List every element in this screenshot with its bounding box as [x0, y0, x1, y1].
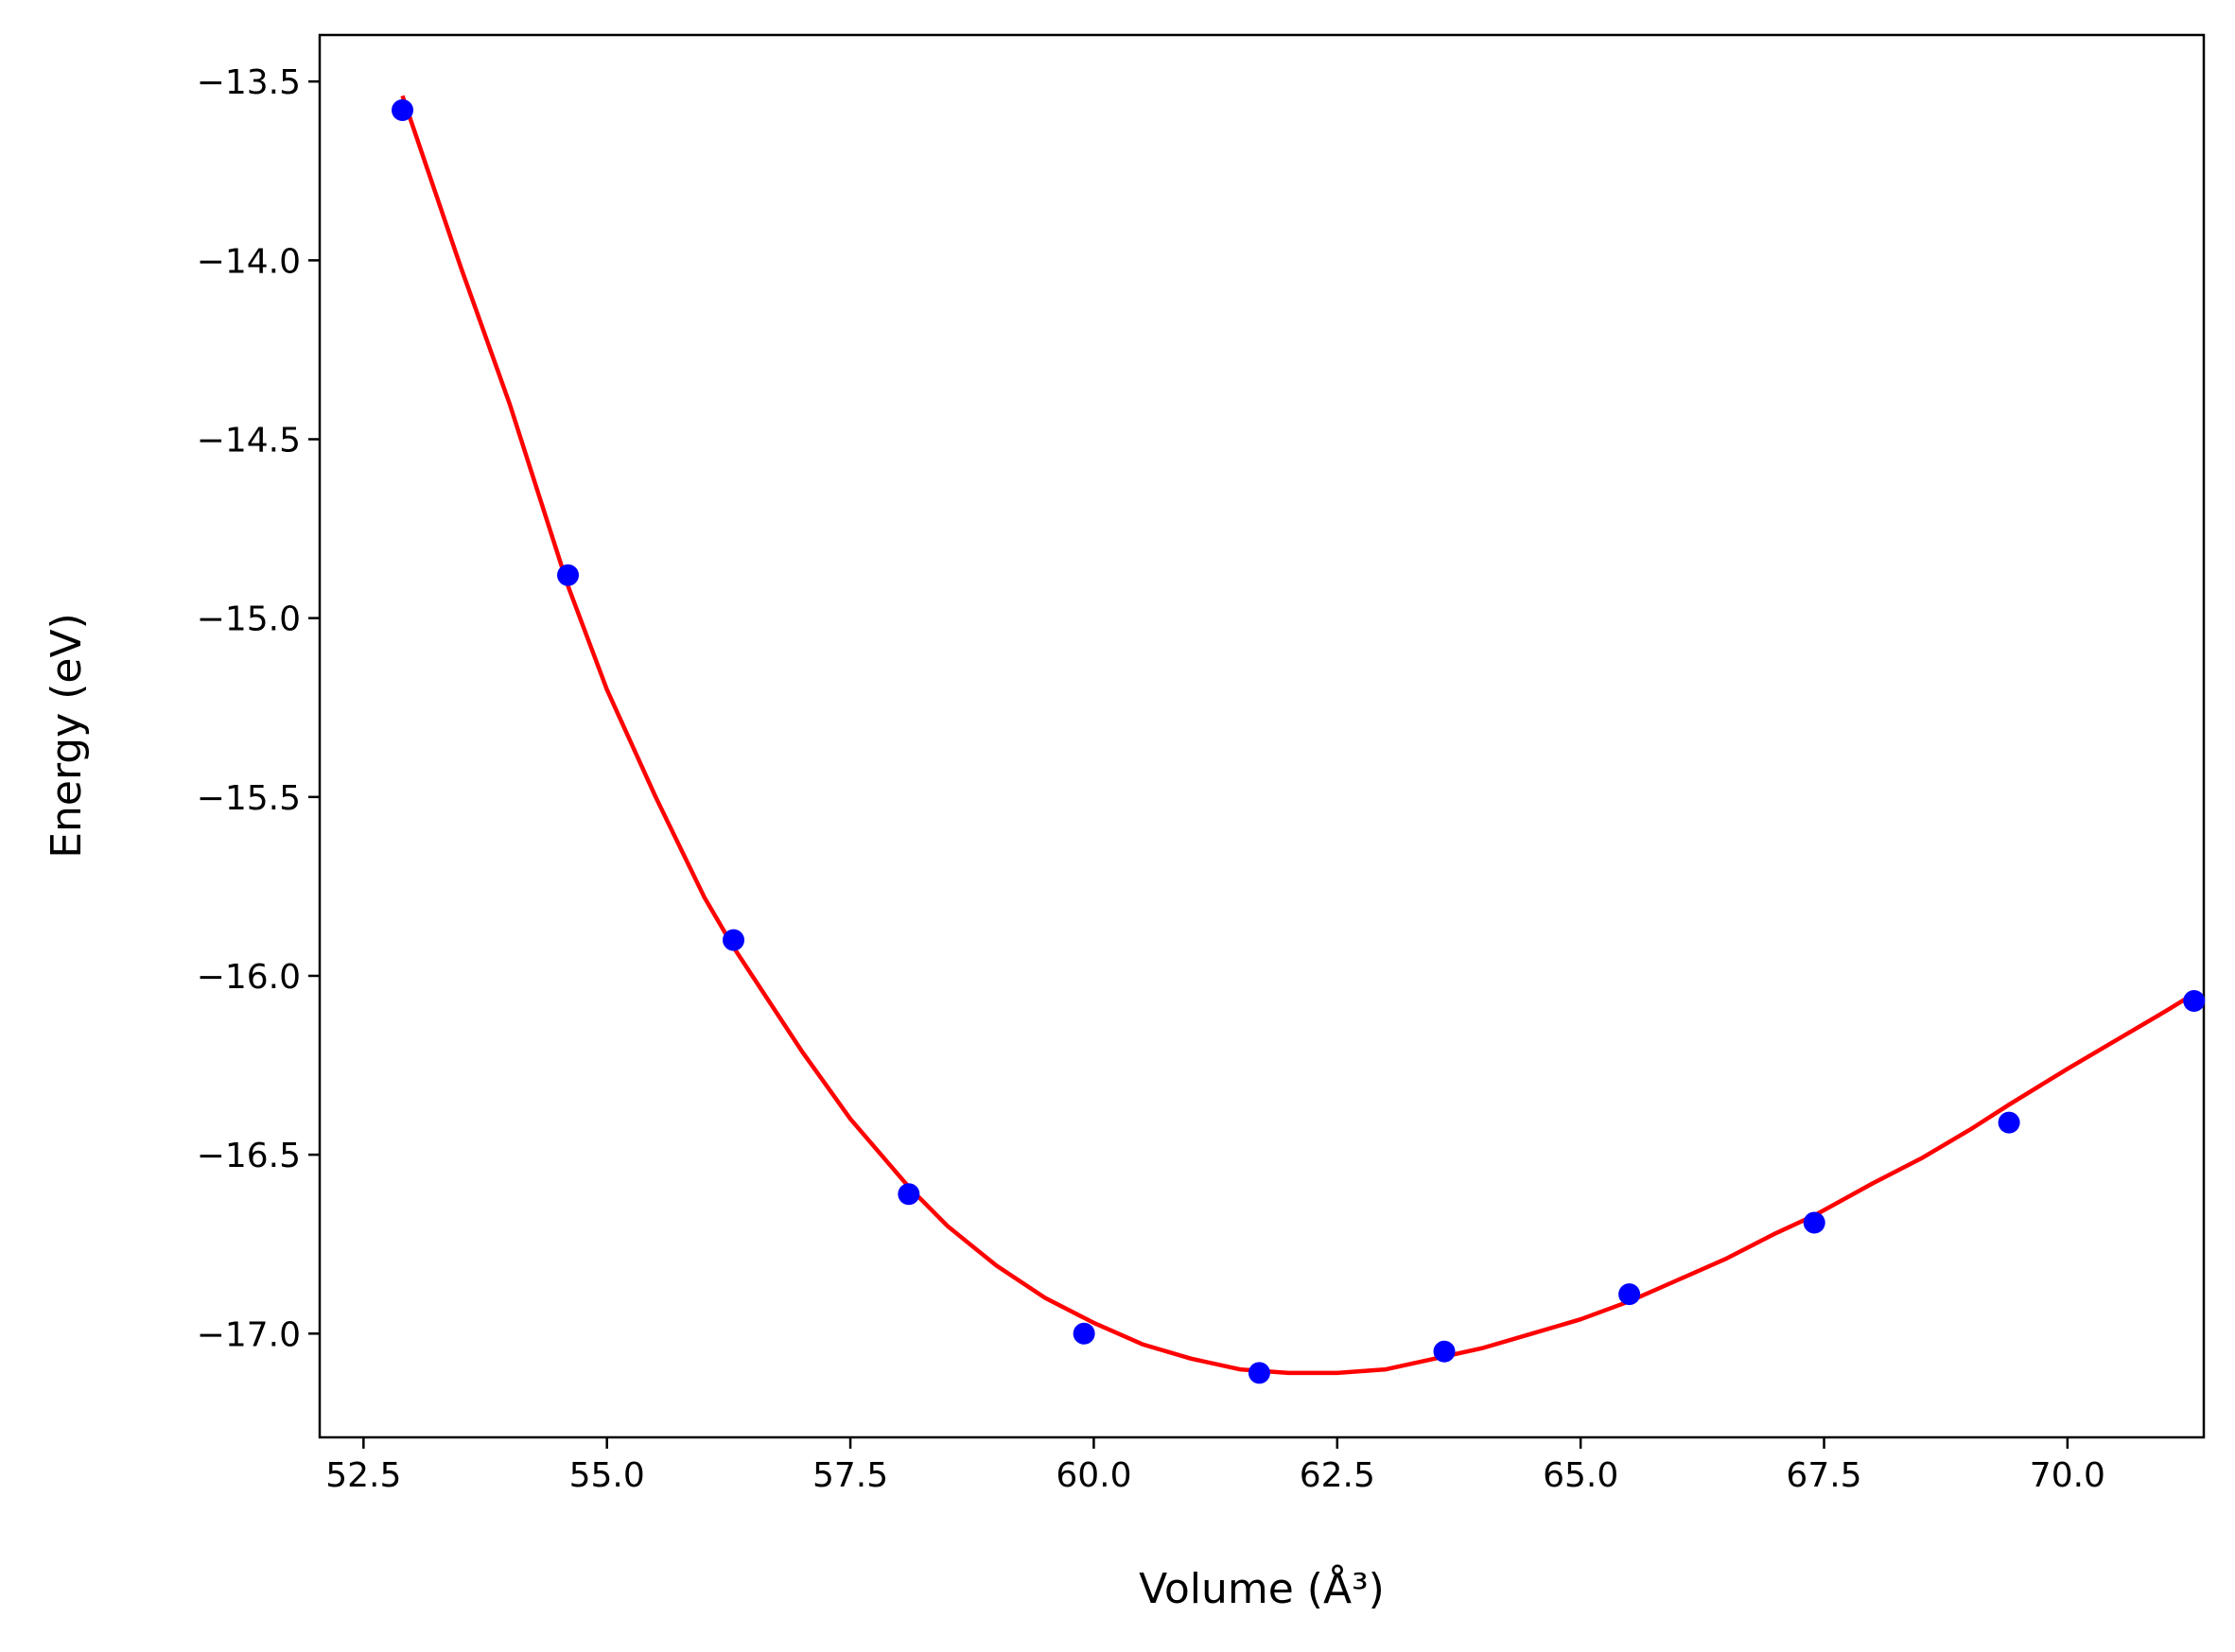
- data-point: [2183, 989, 2206, 1012]
- data-point: [1998, 1111, 2020, 1134]
- x-tick-label: 60.0: [1056, 1456, 1131, 1495]
- series-layer: [392, 95, 2206, 1384]
- y-tick-label: −17.0: [197, 1315, 301, 1354]
- x-tick-label: 52.5: [325, 1456, 401, 1495]
- x-axis-ticks: 52.5 55.0 57.5 60.0 62.5 65.0 67.5 70.0: [325, 1437, 2105, 1495]
- data-point: [392, 98, 414, 121]
- x-tick-label: 57.5: [812, 1456, 888, 1495]
- y-tick-label: −15.0: [197, 600, 301, 639]
- data-point: [1248, 1362, 1270, 1384]
- x-tick-label: 65.0: [1543, 1456, 1618, 1495]
- data-point: [1073, 1322, 1095, 1345]
- data-point: [1803, 1211, 1825, 1234]
- x-tick-label: 62.5: [1300, 1456, 1375, 1495]
- data-point: [1618, 1283, 1641, 1306]
- y-axis-ticks: −13.5 −14.0 −14.5 −15.0 −15.5 −16.0 −16.5 −17.0: [197, 63, 320, 1354]
- fit-curve-line: [400, 95, 2195, 1376]
- y-tick-label: −14.5: [197, 421, 301, 460]
- y-tick-label: −14.0: [197, 242, 301, 281]
- x-tick-label: 67.5: [1786, 1456, 1861, 1495]
- x-axis-label: Volume (Å³): [1139, 1563, 1385, 1613]
- data-point: [898, 1183, 920, 1206]
- data-point: [1433, 1340, 1456, 1363]
- y-tick-label: −16.0: [197, 958, 301, 997]
- x-tick-label: 55.0: [569, 1456, 645, 1495]
- data-point: [723, 929, 745, 951]
- y-tick-label: −15.5: [197, 779, 301, 818]
- y-tick-label: −13.5: [197, 63, 301, 102]
- x-tick-label: 70.0: [2030, 1456, 2105, 1495]
- y-axis-label: Energy (eV): [43, 613, 91, 859]
- plot-area-frame: [318, 33, 2206, 1439]
- data-point: [557, 564, 580, 586]
- y-tick-label: −16.5: [197, 1137, 301, 1175]
